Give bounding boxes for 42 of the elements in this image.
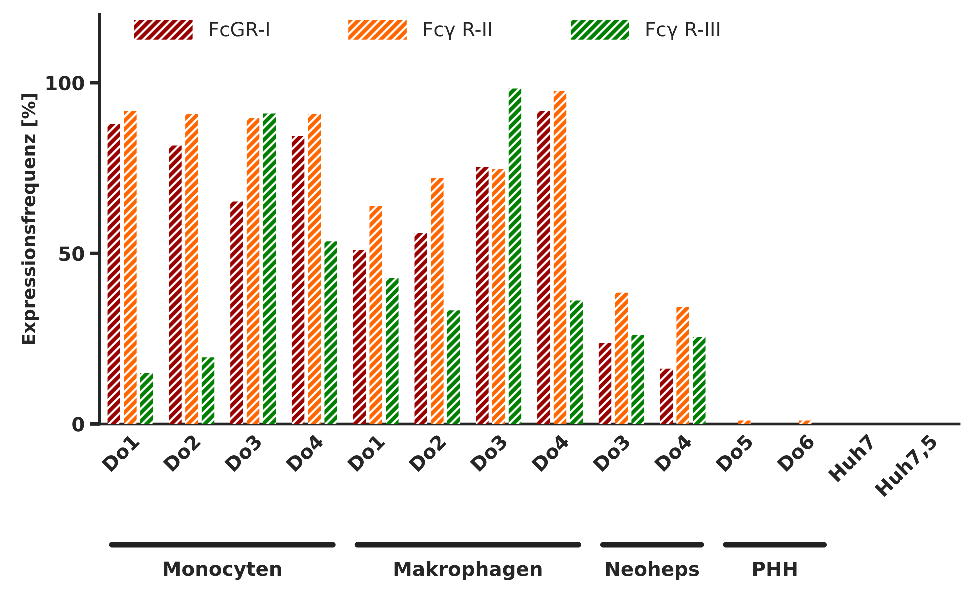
text: Monocyten (164, 562, 282, 580)
bar (693, 338, 706, 424)
bar (386, 278, 399, 424)
legend-label: Fcγ R-II (424, 22, 492, 41)
bar (108, 124, 120, 424)
bar (246, 118, 260, 424)
bar (492, 168, 506, 424)
bar (738, 420, 751, 424)
legend-label: FcGR-I (210, 22, 269, 37)
bar (447, 310, 460, 424)
bar (324, 242, 338, 424)
bar (676, 308, 690, 424)
text: PHH (754, 562, 797, 576)
bar (353, 250, 366, 424)
y-tick-label: 0 (72, 417, 84, 432)
bar (554, 92, 567, 424)
text: Neoheps (606, 561, 700, 580)
bar (570, 300, 583, 424)
bar (660, 368, 674, 424)
bar (186, 114, 198, 424)
bar (632, 335, 644, 424)
bar (370, 206, 382, 424)
bar (292, 136, 305, 424)
bar (140, 373, 154, 424)
bar (124, 110, 137, 424)
legend-label: Fcγ R-III (646, 22, 720, 41)
bar (414, 233, 428, 424)
bar (598, 343, 612, 424)
bar (230, 202, 244, 424)
bar (169, 146, 182, 424)
bar (263, 114, 276, 424)
bar (431, 178, 444, 424)
y-tick-label: 100 (46, 76, 84, 91)
bar (615, 292, 628, 424)
y-axis-title: Expressionsfrequenz [%] (22, 94, 40, 344)
text: Makrophagen (394, 561, 542, 580)
bar (308, 114, 322, 424)
y-tick-label: 50 (60, 246, 84, 262)
bar (508, 88, 522, 424)
bar (538, 110, 550, 424)
bar (202, 358, 215, 424)
bar (476, 167, 489, 424)
